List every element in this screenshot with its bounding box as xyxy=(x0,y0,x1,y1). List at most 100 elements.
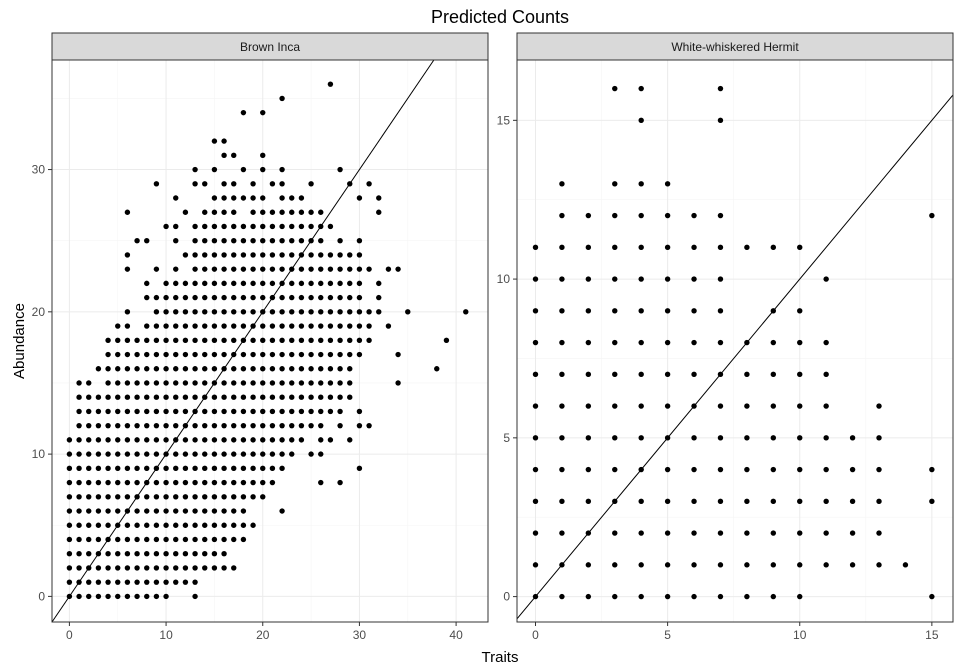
data-point xyxy=(849,435,856,441)
data-point xyxy=(231,309,237,315)
data-point xyxy=(153,565,160,571)
data-point xyxy=(144,536,150,543)
data-point xyxy=(327,81,334,87)
data-point xyxy=(153,579,160,585)
data-point xyxy=(585,212,592,219)
data-point xyxy=(298,237,305,244)
data-point xyxy=(192,593,198,600)
data-point xyxy=(211,522,218,528)
data-point xyxy=(202,422,208,429)
data-point xyxy=(231,437,237,443)
data-point xyxy=(744,403,750,409)
data-point xyxy=(211,138,218,144)
data-point xyxy=(691,308,697,314)
data-point xyxy=(664,308,671,314)
data-point xyxy=(298,394,305,400)
data-point xyxy=(849,466,856,473)
data-point xyxy=(797,498,803,505)
data-point xyxy=(559,593,565,600)
data-point xyxy=(240,351,247,358)
data-point xyxy=(163,294,169,301)
data-point xyxy=(585,403,592,409)
data-point xyxy=(318,280,324,287)
data-point xyxy=(308,266,314,272)
data-point xyxy=(240,237,247,244)
data-point xyxy=(823,371,829,378)
data-point xyxy=(744,593,750,600)
data-point xyxy=(134,465,140,472)
data-point xyxy=(612,530,618,536)
data-point xyxy=(250,223,256,230)
data-point xyxy=(86,494,92,500)
data-point xyxy=(250,465,256,472)
data-point xyxy=(308,209,314,215)
data-point xyxy=(797,435,803,441)
data-point xyxy=(202,551,208,557)
data-point xyxy=(691,276,697,282)
data-point xyxy=(153,536,160,543)
data-point xyxy=(585,339,592,346)
data-point xyxy=(221,266,227,272)
data-point xyxy=(211,309,218,315)
data-point xyxy=(823,562,829,568)
data-point xyxy=(86,479,92,486)
data-point xyxy=(144,551,150,557)
data-point xyxy=(289,309,295,315)
data-point xyxy=(717,212,724,219)
data-point xyxy=(192,166,198,173)
data-point xyxy=(221,437,227,443)
data-point xyxy=(192,451,198,457)
data-point xyxy=(192,309,198,315)
data-point xyxy=(279,380,285,386)
data-point xyxy=(144,579,150,585)
data-point xyxy=(269,323,276,329)
data-point xyxy=(192,508,198,514)
data-point xyxy=(95,437,102,443)
data-point xyxy=(347,394,353,400)
data-point xyxy=(559,212,565,219)
y-tick-label: 10 xyxy=(32,447,46,461)
data-point xyxy=(744,371,750,378)
data-point xyxy=(269,181,276,187)
data-point xyxy=(260,437,266,443)
data-point xyxy=(279,351,285,358)
data-point xyxy=(559,371,565,378)
data-point xyxy=(260,209,266,215)
data-point xyxy=(231,337,237,343)
data-point xyxy=(192,551,198,557)
data-point xyxy=(134,394,140,400)
data-point xyxy=(327,266,334,272)
data-point xyxy=(211,422,218,429)
data-point xyxy=(250,380,256,386)
data-point xyxy=(231,209,237,215)
data-point xyxy=(298,323,305,329)
data-point xyxy=(308,181,314,187)
data-point xyxy=(95,394,102,400)
data-point xyxy=(337,323,343,329)
data-point xyxy=(269,437,276,443)
data-point xyxy=(86,465,92,472)
data-point xyxy=(250,522,256,528)
data-point xyxy=(221,465,227,472)
data-point xyxy=(612,435,618,441)
data-point xyxy=(250,237,256,244)
data-point xyxy=(797,562,803,568)
data-point xyxy=(585,562,592,568)
data-point xyxy=(202,237,208,244)
data-point xyxy=(770,435,777,441)
data-point xyxy=(260,237,266,244)
data-point xyxy=(124,465,131,472)
data-point xyxy=(231,494,237,500)
data-point xyxy=(279,408,285,415)
data-point xyxy=(115,508,121,514)
data-point xyxy=(76,565,82,571)
data-point xyxy=(376,294,382,301)
data-point xyxy=(211,337,218,343)
data-point xyxy=(269,408,276,415)
data-point xyxy=(240,536,247,543)
y-tick-label: 0 xyxy=(503,590,510,604)
data-point xyxy=(105,394,111,400)
data-point xyxy=(929,212,935,219)
data-point xyxy=(532,435,539,441)
data-point xyxy=(250,280,256,287)
